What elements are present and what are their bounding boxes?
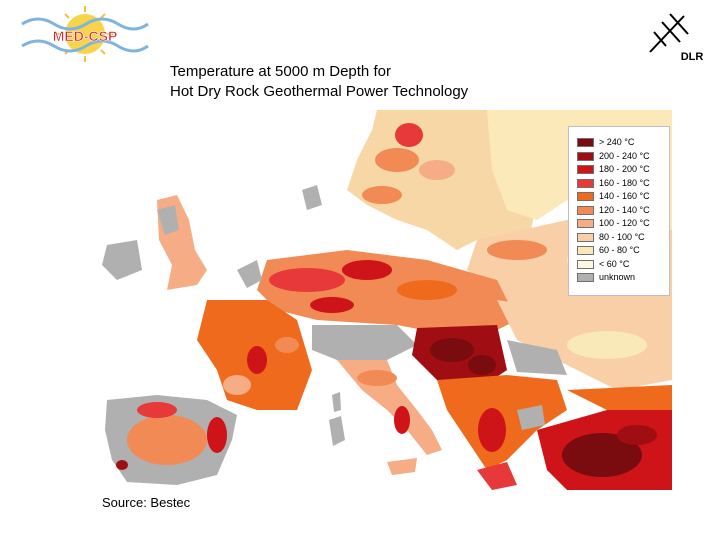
legend-swatch <box>577 205 594 215</box>
legend-label: 180 - 200 °C <box>599 164 650 174</box>
legend-label: 160 - 180 °C <box>599 177 650 188</box>
legend-item: 60 - 80 °C <box>577 245 640 256</box>
legend-swatch <box>577 232 594 242</box>
alps-unknown <box>312 325 417 360</box>
sicily <box>387 458 417 475</box>
dlr-logo: DLR <box>649 13 704 63</box>
sun-icon <box>57 6 113 62</box>
iberia-warm-zone <box>127 415 207 465</box>
legend-label: 80 - 100 °C <box>599 231 645 242</box>
legend-swatch <box>577 259 594 269</box>
legend-label: 140 - 160 °C <box>599 191 650 201</box>
legend-label: 60 - 80 °C <box>599 245 640 255</box>
map-legend: > 240 °C 200 - 240 °C 180 - 200 °C 160 - 18… <box>568 126 670 296</box>
north-germany-hotspot <box>269 268 345 292</box>
legend-item: < 60 °C <box>577 259 629 270</box>
greece <box>477 462 517 490</box>
legend-item: 80 - 100 °C <box>577 232 645 243</box>
waves-icon <box>21 17 149 53</box>
legend-item: 200 - 240 °C <box>577 151 650 162</box>
legend-label: 100 - 120 °C <box>599 218 650 228</box>
legend-label: unknown <box>599 272 636 282</box>
med-csp-wordmark: MED-CSP <box>53 28 118 44</box>
legend-label: 200 - 240 °C <box>599 150 650 161</box>
legend-swatch <box>577 273 594 282</box>
legend-label: < 60 °C <box>599 258 630 269</box>
scandinavia-hotspot <box>395 123 423 147</box>
legend-item: 140 - 160 °C <box>577 191 650 202</box>
title-line-1: Temperature at 5000 m Depth for <box>170 63 391 80</box>
legend-swatch <box>577 178 594 188</box>
france-hotspot <box>247 346 267 374</box>
legend-item: 160 - 180 °C <box>577 178 650 189</box>
finland-region <box>487 110 567 220</box>
med-csp-logo: MED-CSP <box>21 6 149 62</box>
title-line-2: Hot Dry Rock Geothermal Power Technology <box>170 83 469 100</box>
legend-swatch <box>577 246 594 255</box>
sardinia <box>329 416 345 446</box>
legend-swatch <box>577 192 594 201</box>
legend-item: 100 - 120 °C <box>577 218 650 229</box>
anatolia-hotspot <box>562 433 642 477</box>
legend-item: unknown <box>577 272 635 283</box>
legend-swatch <box>577 219 594 228</box>
map-title: Temperature at 5000 m Depth for Hot Dry … <box>170 62 468 102</box>
legend-item: 120 - 140 °C <box>577 205 650 216</box>
legend-label: 120 - 140 °C <box>599 204 650 215</box>
legend-item: 180 - 200 °C <box>577 164 650 175</box>
legend-swatch <box>577 138 594 147</box>
dlr-wordmark: DLR <box>681 51 704 63</box>
corsica <box>332 392 341 412</box>
legend-swatch <box>577 165 594 174</box>
legend-item: > 240 °C <box>577 137 634 148</box>
legend-swatch <box>577 151 594 161</box>
legend-label: > 240 °C <box>599 137 635 147</box>
source-note: Source: Bestec <box>102 495 191 510</box>
ireland <box>102 240 142 280</box>
